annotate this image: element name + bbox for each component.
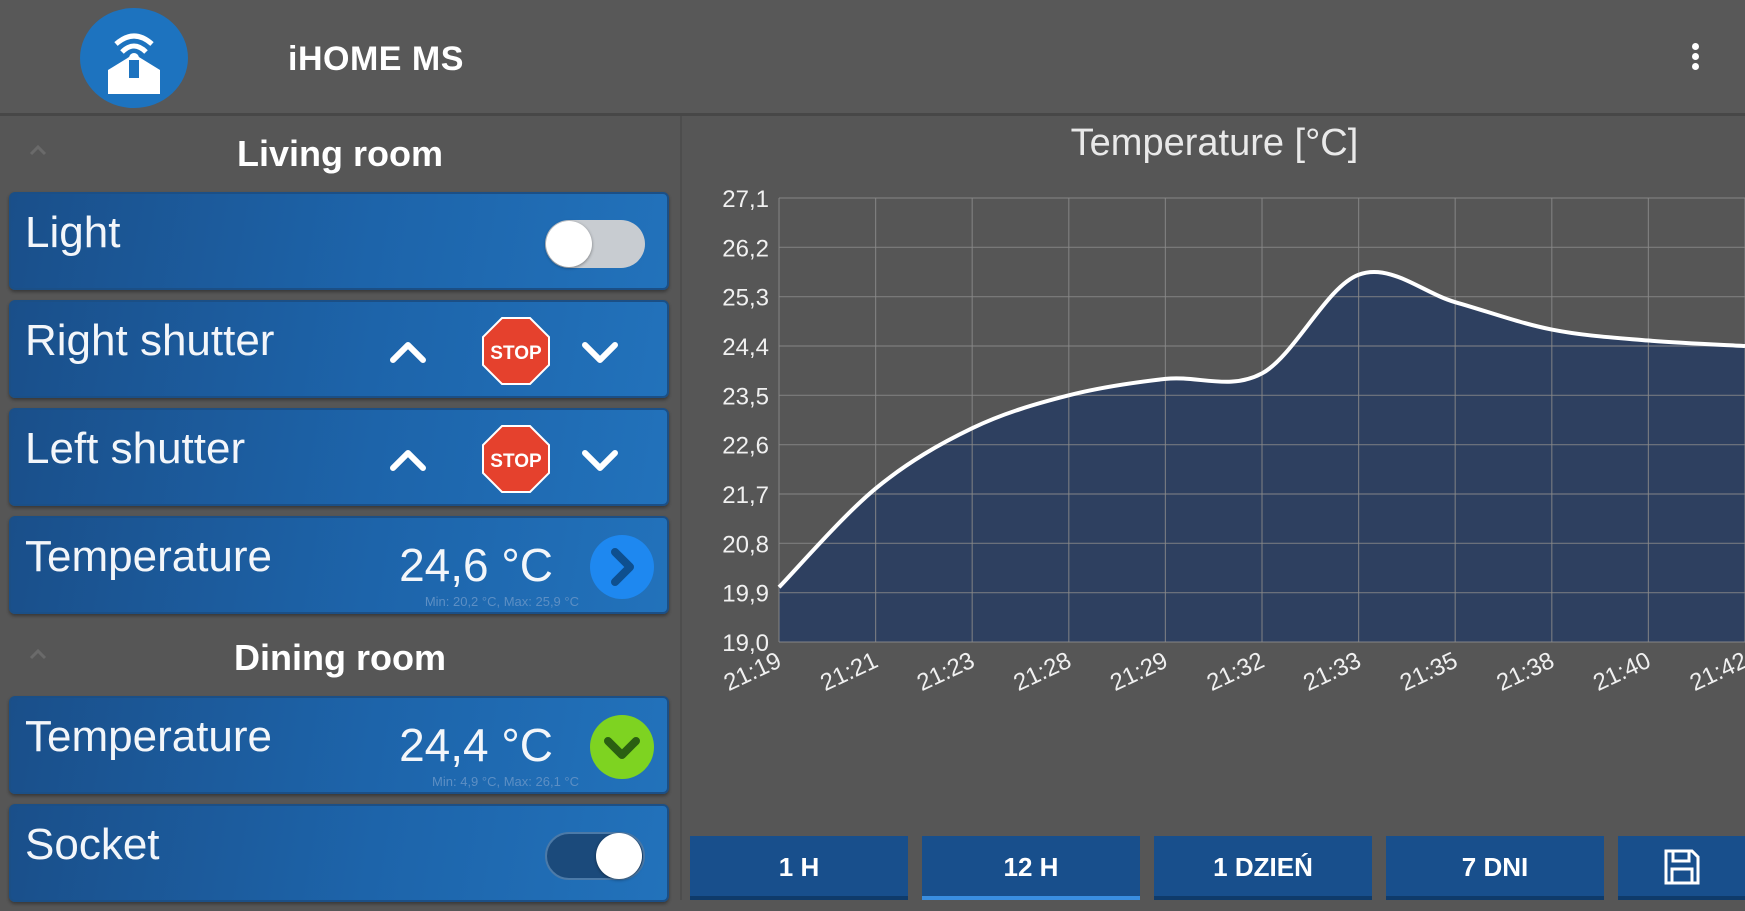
section-title: Living room: [237, 133, 443, 174]
section-living-room[interactable]: Living room: [0, 126, 680, 182]
y-tick-label: 23,5: [722, 383, 769, 410]
section-title: Dining room: [234, 637, 446, 678]
temperature-value: 24,6 °C: [399, 538, 553, 592]
light-toggle[interactable]: [545, 220, 645, 268]
dining-temperature-card[interactable]: Temperature 24,4 °C Min: 4,9 °C, Max: 26…: [9, 696, 669, 794]
stop-label: STOP: [490, 451, 542, 472]
range-button-1-day[interactable]: 1 DZIEŃ: [1154, 836, 1372, 900]
y-tick-label: 22,6: [722, 433, 769, 460]
collapse-chevron-icon[interactable]: [28, 142, 48, 158]
x-tick-label: 21:23: [913, 647, 979, 697]
device-list: Living room Light Right shutter STOP Lef…: [0, 116, 680, 900]
stop-label: STOP: [490, 343, 542, 364]
living-temperature-card[interactable]: Temperature 24,6 °C Min: 20,2 °C, Max: 2…: [9, 516, 669, 614]
stop-sign-icon[interactable]: STOP: [481, 424, 551, 494]
x-tick-label: 21:35: [1396, 647, 1462, 697]
y-tick-label: 20,8: [722, 531, 769, 558]
app-toolbar: iHOME MS: [0, 0, 1745, 116]
left-shutter-label: Left shutter: [25, 424, 245, 474]
temperature-label: Temperature: [25, 532, 272, 582]
x-tick-label: 21:33: [1299, 647, 1365, 697]
socket-toggle[interactable]: [545, 832, 645, 880]
x-tick-label: 21:40: [1589, 647, 1655, 697]
save-button[interactable]: [1618, 836, 1745, 900]
y-tick-label: 26,2: [722, 235, 769, 262]
right-shutter-label: Right shutter: [25, 316, 274, 366]
stop-sign-icon[interactable]: STOP: [481, 316, 551, 386]
range-button-1h[interactable]: 1 H: [690, 836, 908, 900]
x-tick-label: 21:28: [1009, 647, 1075, 697]
floppy-disk-icon: [1660, 845, 1704, 889]
x-tick-label: 21:21: [816, 647, 882, 697]
temperature-label: Temperature: [25, 712, 272, 762]
x-tick-label: 21:32: [1203, 647, 1269, 697]
light-label: Light: [25, 208, 120, 258]
right-shutter-card: Right shutter STOP: [9, 300, 669, 398]
y-tick-label: 19,9: [722, 581, 769, 608]
more-vertical-icon[interactable]: [1680, 40, 1710, 80]
y-tick-label: 24,4: [722, 334, 769, 361]
chevron-down-icon[interactable]: [577, 440, 623, 480]
chevron-up-icon[interactable]: [385, 332, 431, 372]
x-tick-label: 21:42: [1686, 647, 1745, 697]
temperature-minmax: Min: 20,2 °C, Max: 25,9 °C: [425, 594, 579, 609]
y-tick-label: 21,7: [722, 482, 769, 509]
chevron-right-icon[interactable]: [589, 534, 655, 600]
left-shutter-card: Left shutter STOP: [9, 408, 669, 506]
chevron-down-icon[interactable]: [589, 714, 655, 780]
range-button-7-days[interactable]: 7 DNI: [1386, 836, 1604, 900]
temperature-value: 24,4 °C: [399, 718, 553, 772]
house-wifi-icon[interactable]: [80, 8, 188, 108]
socket-card: Socket: [9, 804, 669, 902]
light-card: Light: [9, 192, 669, 290]
collapse-chevron-icon[interactable]: [28, 646, 48, 662]
y-tick-label: 27,1: [722, 186, 769, 213]
x-tick-label: 21:38: [1492, 647, 1558, 697]
section-dining-room[interactable]: Dining room: [0, 630, 680, 686]
x-tick-label: 21:29: [1106, 647, 1172, 697]
chevron-up-icon[interactable]: [385, 440, 431, 480]
range-button-12h[interactable]: 12 H: [922, 836, 1140, 900]
socket-label: Socket: [25, 820, 160, 870]
y-tick-label: 25,3: [722, 285, 769, 312]
chevron-down-icon[interactable]: [577, 332, 623, 372]
temperature-chart: 19,019,920,821,722,623,524,425,326,227,1…: [682, 116, 1745, 826]
temperature-minmax: Min: 4,9 °C, Max: 26,1 °C: [432, 774, 579, 789]
app-title: iHOME MS: [288, 40, 464, 79]
